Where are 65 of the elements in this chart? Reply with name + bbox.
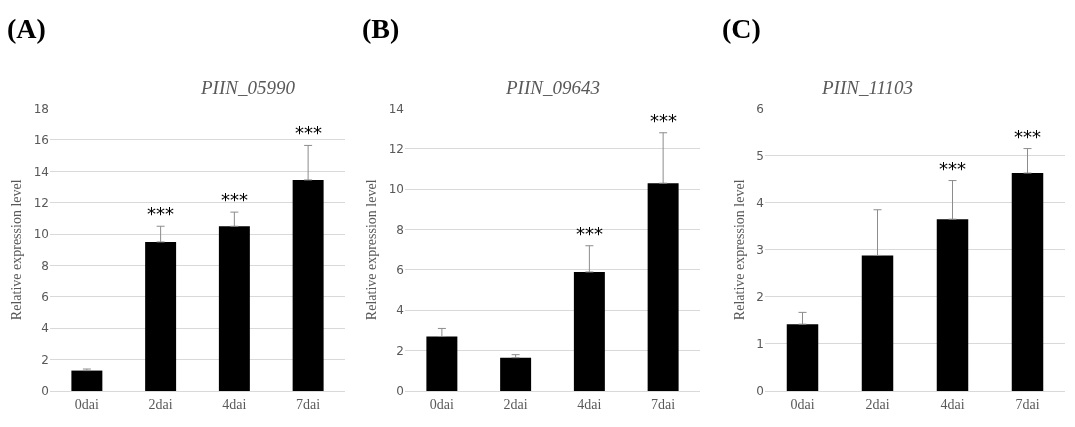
y-tick-label: 14 bbox=[388, 101, 404, 116]
y-tick-label: 5 bbox=[756, 148, 764, 163]
x-tick-label: 7dai bbox=[651, 396, 676, 412]
x-tick-label: 0dai bbox=[790, 396, 815, 412]
x-tick-label: 7dai bbox=[1015, 396, 1040, 412]
annotation: *** bbox=[295, 122, 322, 143]
text: (A) bbox=[7, 13, 46, 44]
y-tick-label: 0 bbox=[396, 384, 404, 399]
y-tick-label: 12 bbox=[388, 142, 404, 157]
annotation: *** bbox=[939, 158, 966, 179]
y-tick-label: 3 bbox=[756, 242, 764, 257]
bar bbox=[936, 219, 969, 391]
y-tick-label: 4 bbox=[41, 321, 49, 336]
bar bbox=[292, 179, 324, 391]
annotation: *** bbox=[147, 203, 174, 224]
y-axis-title: Relative expression level bbox=[731, 179, 747, 321]
y-tick-label: 2 bbox=[396, 343, 404, 358]
y-tick-label: 4 bbox=[396, 303, 404, 318]
x-tick-label: 4dai bbox=[577, 396, 602, 412]
y-axis-title: Relative expression level bbox=[364, 179, 380, 321]
y-tick-label: 0 bbox=[41, 384, 49, 399]
chart-title: PIIN_11103 bbox=[821, 77, 914, 98]
bar bbox=[573, 271, 605, 391]
y-tick-label: 8 bbox=[396, 222, 404, 237]
bar bbox=[218, 226, 250, 391]
bar bbox=[647, 183, 679, 391]
bar bbox=[145, 241, 177, 391]
annotation: *** bbox=[221, 189, 248, 210]
x-tick-label: 2dai bbox=[503, 396, 528, 412]
x-tick-label: 0dai bbox=[429, 396, 455, 412]
y-tick-label: 6 bbox=[41, 290, 49, 305]
text: (C) bbox=[722, 13, 761, 44]
bar bbox=[426, 336, 458, 391]
bar bbox=[786, 324, 819, 391]
y-tick-label: 0 bbox=[756, 384, 764, 399]
y-tick-label: 10 bbox=[388, 182, 404, 197]
bar bbox=[861, 255, 894, 391]
bar bbox=[1011, 173, 1044, 391]
y-tick-label: 1 bbox=[756, 337, 764, 352]
x-tick-label: 2dai bbox=[148, 396, 173, 412]
bar bbox=[71, 370, 103, 391]
y-tick-label: 12 bbox=[33, 195, 49, 210]
y-tick-label: 18 bbox=[33, 101, 49, 116]
y-axis-title: Relative expression level bbox=[9, 179, 25, 321]
text: (B) bbox=[362, 13, 400, 44]
y-tick-label: 6 bbox=[396, 263, 404, 278]
x-tick-label: 7dai bbox=[296, 396, 321, 412]
y-tick-label: 2 bbox=[756, 290, 764, 305]
y-tick-label: 4 bbox=[756, 195, 764, 210]
x-tick-label: 4dai bbox=[222, 396, 247, 412]
chart-title: PIIN_05990 bbox=[200, 77, 296, 98]
y-tick-label: 8 bbox=[41, 258, 49, 273]
x-tick-label: 2dai bbox=[865, 396, 890, 412]
y-tick-label: 2 bbox=[41, 352, 49, 367]
chart-title: PIIN_09643 bbox=[505, 77, 600, 98]
x-tick-label: 4dai bbox=[940, 396, 965, 412]
annotation: *** bbox=[1014, 126, 1041, 147]
annotation: *** bbox=[650, 110, 677, 131]
y-tick-label: 14 bbox=[33, 164, 49, 179]
x-tick-label: 0dai bbox=[74, 396, 100, 412]
bar bbox=[500, 357, 532, 391]
annotation: *** bbox=[576, 223, 603, 244]
y-tick-label: 6 bbox=[756, 101, 764, 116]
y-tick-label: 16 bbox=[33, 133, 49, 148]
y-tick-label: 10 bbox=[33, 227, 49, 242]
